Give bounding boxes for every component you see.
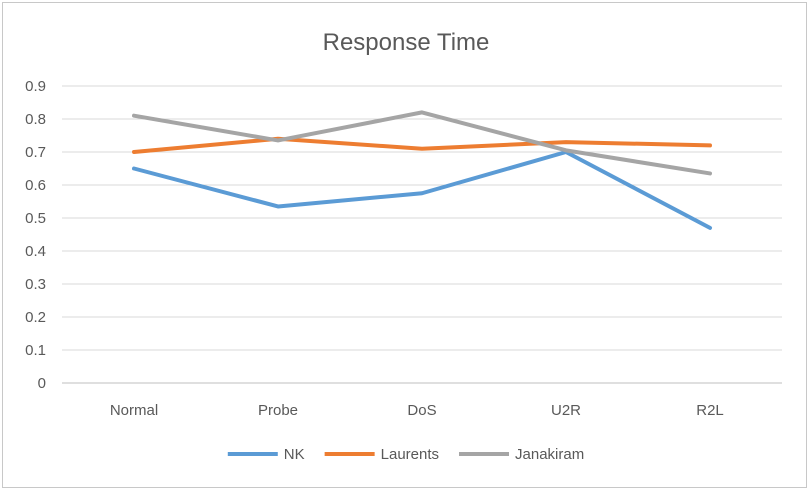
y-tick-label: 0.3 [25, 276, 46, 293]
y-tick-label: 0 [38, 375, 46, 392]
chart-title: Response Time [323, 29, 490, 56]
legend: NK Laurents Janakiram [227, 446, 584, 463]
x-tick-label: Normal [110, 402, 158, 419]
y-tick-label: 0.7 [25, 144, 46, 161]
legend-entry: Laurents [324, 446, 439, 463]
y-axis-ticks: 0 0.1 0.2 0.3 0.4 0.5 0.6 0.7 0.8 0.9 [25, 78, 46, 392]
series-line-janakiram [132, 110, 712, 176]
legend-label: Janakiram [515, 446, 584, 463]
grid-lines [62, 85, 782, 384]
series-line-laurents [132, 136, 712, 154]
series-lines [132, 110, 712, 230]
y-tick-label: 0.4 [25, 243, 46, 260]
x-tick-label: R2L [696, 402, 724, 419]
x-tick-label: Probe [258, 402, 298, 419]
y-tick-label: 0.5 [25, 210, 46, 227]
x-tick-label: DoS [407, 402, 436, 419]
legend-label: Laurents [381, 446, 439, 463]
x-tick-label: U2R [551, 402, 581, 419]
y-tick-label: 0.6 [25, 177, 46, 194]
y-tick-label: 0.2 [25, 309, 46, 326]
y-tick-label: 0.9 [25, 78, 46, 95]
y-tick-label: 0.1 [25, 342, 46, 359]
legend-label: NK [284, 446, 305, 463]
x-axis-ticks: Normal Probe DoS U2R R2L [110, 402, 724, 419]
legend-entry: Janakiram [459, 446, 584, 463]
legend-entry: NK [227, 446, 305, 463]
y-tick-label: 0.8 [25, 111, 46, 128]
series-line-nk [132, 150, 712, 230]
